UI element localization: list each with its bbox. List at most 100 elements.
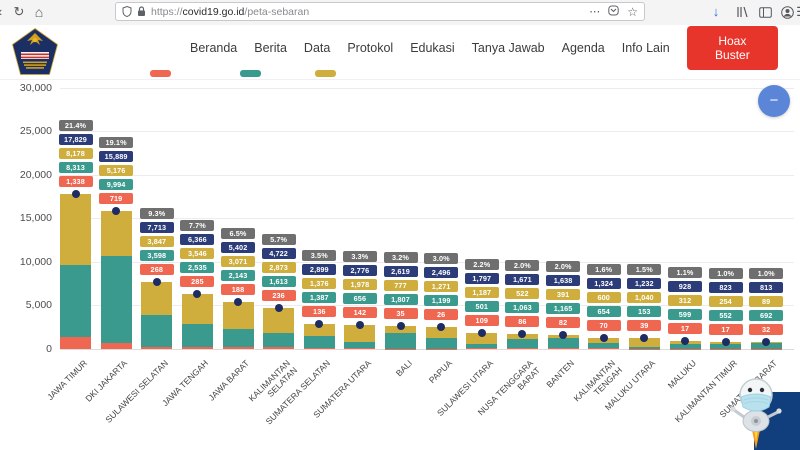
bar-segment[interactable]	[263, 332, 295, 347]
chart-minimize-button[interactable]: −	[758, 85, 790, 117]
bar-total-dot	[599, 333, 608, 342]
bar-segment[interactable]	[303, 347, 335, 349]
lock-icon[interactable]	[137, 6, 146, 17]
bar-segment[interactable]	[181, 346, 213, 349]
bar-segment[interactable]	[344, 324, 376, 343]
bar-segment[interactable]	[100, 342, 132, 349]
bar[interactable]	[344, 324, 376, 349]
tracking-shield-icon[interactable]	[122, 6, 132, 17]
bar-segment[interactable]	[303, 335, 335, 348]
bar-segment[interactable]	[588, 348, 620, 350]
covid19-taskforce-logo[interactable]	[12, 28, 58, 80]
account-icon[interactable]	[778, 0, 796, 24]
value-label-red: 268	[139, 263, 174, 275]
bar[interactable]	[628, 338, 660, 349]
pocket-icon[interactable]	[608, 5, 619, 19]
percent-label: 3.3%	[342, 250, 377, 262]
bar-segment[interactable]	[344, 342, 376, 348]
home-icon[interactable]: ⌂	[34, 4, 44, 20]
bar-segment[interactable]	[547, 348, 579, 349]
value-label-yellow: 1,187	[464, 287, 499, 299]
bar-segment[interactable]	[628, 347, 660, 349]
bar-segment[interactable]	[466, 348, 498, 349]
bar[interactable]	[222, 301, 254, 349]
nav-item[interactable]: Info Lain	[621, 41, 670, 55]
percent-label: 6.5%	[221, 227, 255, 239]
bar-segment[interactable]	[303, 323, 335, 336]
sidebar-icon[interactable]	[756, 0, 774, 24]
bar-segment[interactable]	[141, 281, 173, 316]
nav-item[interactable]: Edukasi	[410, 41, 455, 55]
bar-segment[interactable]	[344, 347, 376, 349]
bar-segment[interactable]	[60, 193, 91, 265]
nav-item[interactable]: Berita	[254, 41, 287, 55]
value-label-teal: 599	[668, 308, 702, 320]
bar-segment[interactable]	[222, 328, 254, 348]
bar-segment[interactable]	[100, 210, 132, 256]
value-label-yellow: 89	[749, 295, 784, 307]
bar-segment[interactable]	[547, 338, 579, 349]
bar-segment[interactable]	[60, 264, 91, 338]
bar-total-dot	[518, 330, 527, 339]
bar-label-stack: 19.1% 15,889 5,176 9,994 719	[99, 136, 134, 207]
url-bar[interactable]: https://covid19.go.id/peta-sebaran ⋯ ☆	[115, 2, 645, 21]
bar-segment[interactable]	[466, 343, 498, 348]
value-label-teal: 1,063	[505, 302, 540, 314]
bar-segment[interactable]	[181, 293, 213, 325]
percent-label: 3.5%	[302, 249, 337, 261]
bar[interactable]	[181, 293, 213, 350]
reload-icon[interactable]: ↻	[13, 4, 25, 19]
bar[interactable]	[303, 323, 335, 349]
bar-segment[interactable]	[60, 337, 91, 349]
bar-segment[interactable]	[710, 344, 742, 349]
nav-item[interactable]: Data	[303, 41, 331, 55]
bar[interactable]	[425, 327, 457, 349]
bar-segment[interactable]	[141, 346, 173, 349]
bar-segment[interactable]	[141, 315, 173, 347]
bar-segment[interactable]	[222, 301, 254, 329]
bar-segment[interactable]	[385, 332, 416, 349]
nav-item[interactable]: Protokol	[347, 41, 394, 55]
bar[interactable]	[263, 307, 295, 349]
value-label-teal: 1,165	[546, 302, 581, 314]
bar-segment[interactable]	[263, 346, 295, 349]
value-label-red: 35	[383, 308, 418, 320]
library-icon[interactable]	[733, 0, 751, 24]
bar-segment[interactable]	[588, 342, 620, 349]
value-label-yellow: 5,176	[99, 164, 134, 176]
percent-label: 1.1%	[668, 266, 702, 278]
total-label: 928	[668, 280, 702, 292]
bar-segment[interactable]	[100, 255, 132, 343]
bar-segment[interactable]	[466, 333, 498, 344]
url-text[interactable]: https://covid19.go.id/peta-sebaran	[151, 6, 309, 18]
bar[interactable]	[466, 333, 498, 349]
bar[interactable]	[100, 210, 132, 350]
bar-segment[interactable]	[506, 338, 538, 349]
percent-label: 1.0%	[708, 267, 743, 279]
nav-item[interactable]: Agenda	[561, 41, 605, 55]
page-actions-icon[interactable]: ⋯	[589, 6, 601, 18]
bar[interactable]	[60, 193, 91, 349]
bar-segment[interactable]	[181, 324, 213, 347]
bookmark-star-icon[interactable]: ☆	[627, 4, 638, 19]
bar-segment[interactable]	[506, 348, 538, 349]
bar-segment[interactable]	[425, 327, 457, 339]
back-icon[interactable]: ‹	[0, 0, 8, 24]
chatbot-robot-mascot[interactable]	[726, 372, 788, 450]
nav-item[interactable]: Tanya Jawab	[471, 41, 545, 55]
bar-segment[interactable]	[222, 347, 254, 349]
value-label-red: 1,338	[58, 175, 93, 187]
bar-segment[interactable]	[669, 343, 701, 349]
download-icon[interactable]: ↓	[712, 4, 720, 19]
gridline	[60, 131, 794, 133]
bar[interactable]	[141, 281, 173, 349]
bar-segment[interactable]	[425, 338, 457, 349]
nav-item[interactable]: Beranda	[190, 41, 238, 55]
bar-segment[interactable]	[628, 338, 660, 348]
value-label-yellow: 1,040	[627, 292, 662, 304]
value-label-red: 32	[749, 323, 784, 335]
hoax-buster-button[interactable]: Hoax Buster	[686, 26, 778, 70]
menu-icon[interactable]: ☰	[795, 0, 800, 24]
gridline	[60, 174, 794, 176]
bar-segment[interactable]	[263, 307, 295, 333]
